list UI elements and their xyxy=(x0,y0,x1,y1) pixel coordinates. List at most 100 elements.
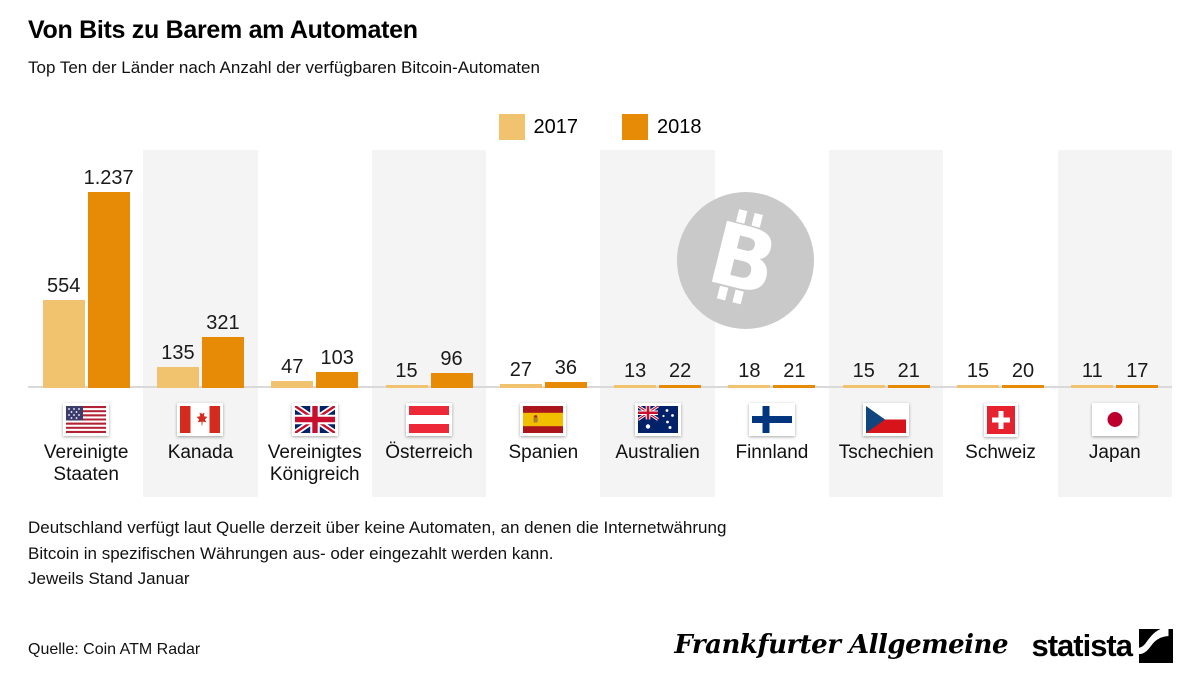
country-label-jp: Japan xyxy=(1088,442,1141,463)
footnote: Deutschland verfügt laut Quelle derzeit … xyxy=(28,515,726,592)
country-label-us: Vereinigte Staaten xyxy=(43,442,129,485)
chart-column-cz: 15 21 Tschechien xyxy=(829,150,944,497)
flag-jp-icon xyxy=(1091,403,1138,436)
bar-2017-au: 13 xyxy=(614,360,657,388)
bar-2017-cz: 15 xyxy=(842,360,885,388)
bar-2018-fi: 21 xyxy=(773,360,816,388)
frankfurter-allgemeine-logo: Frankfurter Allgemeine xyxy=(674,630,1008,660)
bar-2018-es: 36 xyxy=(544,357,587,388)
chart-column-ch: 15 20 Schweiz xyxy=(943,150,1057,497)
footnote-line-1: Deutschland verfügt laut Quelle derzeit … xyxy=(28,518,727,537)
country-label-ca: Kanada xyxy=(167,442,234,463)
value-label-2018-ch: 20 xyxy=(1011,360,1035,382)
chart-column-au: 13 22 Australien xyxy=(600,150,715,497)
value-label-2017-at: 15 xyxy=(395,360,418,382)
footnote-line-2: Bitcoin in spezifischen Währungen aus- o… xyxy=(28,543,554,563)
value-label-2018-cz: 21 xyxy=(897,360,920,382)
bar-2018-au: 22 xyxy=(659,360,702,388)
bar-group-es: 27 36 xyxy=(486,357,600,388)
flag-at-icon xyxy=(406,403,453,436)
bar-2017-at: 15 xyxy=(385,360,428,388)
chart-column-jp: 11 17 Japan xyxy=(1057,150,1172,497)
source-label: Quelle: Coin ATM Radar xyxy=(28,641,201,658)
flag-gb-icon xyxy=(291,403,338,436)
bar-group-ca: 135 321 xyxy=(143,312,257,388)
footnote-line-3: Jeweils Stand Januar xyxy=(28,569,190,588)
legend-item-2017: 2017 xyxy=(498,114,579,140)
value-label-2017-gb: 47 xyxy=(281,356,304,378)
bar-group-at: 15 96 xyxy=(372,348,486,388)
chart-column-ca: 135 321 Kanada xyxy=(143,150,258,497)
chart-legend: 2017 2018 xyxy=(0,114,1200,140)
bar-group-jp: 11 17 xyxy=(1058,360,1172,388)
bar-2018-jp: 17 xyxy=(1116,360,1159,388)
flag-us-icon xyxy=(63,403,110,436)
value-label-2018-fi: 21 xyxy=(783,360,806,382)
value-label-2017-us: 554 xyxy=(46,275,81,297)
statista-wordmark: statista xyxy=(1031,628,1133,663)
country-label-au: Australien xyxy=(615,442,700,463)
flag-es-icon xyxy=(520,403,567,436)
bar-2017-es: 27 xyxy=(499,359,542,388)
bar-2017-us: 554 xyxy=(42,275,85,388)
bar-2017-ca: 135 xyxy=(156,342,199,388)
bar-group-au: 13 22 xyxy=(600,360,714,388)
flag-au-icon xyxy=(634,403,681,436)
country-label-gb: Vereinigtes Königreich xyxy=(267,442,362,485)
value-label-2018-us: 1.237 xyxy=(83,167,134,189)
flag-fi-icon xyxy=(748,403,795,436)
flag-ch-icon xyxy=(983,403,1018,437)
value-label-2018-jp: 17 xyxy=(1126,360,1149,382)
page-title: Von Bits zu Barem am Automaten xyxy=(28,16,418,44)
country-label-es: Spanien xyxy=(508,442,579,463)
value-label-2017-fi: 18 xyxy=(738,360,761,382)
legend-label-2017: 2017 xyxy=(533,115,579,138)
bar-2017-ch: 15 xyxy=(957,360,1000,388)
chart-column-at: 15 96 Österreich xyxy=(371,150,487,497)
bar-2018-cz: 21 xyxy=(887,360,930,388)
value-label-2017-es: 27 xyxy=(509,359,532,381)
country-label-cz: Tschechien xyxy=(838,442,934,463)
bar-group-fi: 18 21 xyxy=(715,360,829,388)
chart-column-us: 554 1.237 Vereinigte Staaten xyxy=(29,150,143,497)
bar-group-ch: 15 20 xyxy=(943,360,1057,388)
value-label-2017-ch: 15 xyxy=(966,360,990,382)
legend-label-2018: 2018 xyxy=(657,115,702,138)
value-label-2018-au: 22 xyxy=(669,360,692,382)
statista-logo: statista xyxy=(1031,628,1173,664)
bar-2018-ca: 321 xyxy=(201,312,244,388)
bar-group-us: 554 1.237 xyxy=(29,167,143,388)
bar-chart: 554 1.237 Vereinigte Staaten 135 321 Kanada 47… xyxy=(29,150,1172,497)
chart-column-fi: 18 21 Finnland xyxy=(715,150,829,497)
bar-2017-gb: 47 xyxy=(271,356,314,388)
value-label-2018-at: 96 xyxy=(440,348,463,370)
bar-2017-fi: 18 xyxy=(728,360,771,388)
chart-column-gb: 47 103 Vereinigtes Königreich xyxy=(258,150,372,497)
country-label-at: Österreich xyxy=(385,442,473,463)
bar-group-gb: 47 103 xyxy=(258,347,372,388)
flag-cz-icon xyxy=(863,403,910,436)
bar-group-cz: 15 21 xyxy=(829,360,943,388)
legend-item-2018: 2018 xyxy=(622,114,702,140)
country-label-ch: Schweiz xyxy=(965,442,1036,463)
chart-baseline xyxy=(28,386,1172,388)
country-label-fi: Finnland xyxy=(735,442,809,463)
bar-2017-jp: 11 xyxy=(1071,360,1114,388)
bar-2018-ch: 20 xyxy=(1002,360,1045,388)
bar-2018-at: 96 xyxy=(430,348,473,388)
legend-swatch-2018 xyxy=(622,114,648,140)
value-label-2017-ca: 135 xyxy=(161,342,195,364)
value-label-2017-jp: 11 xyxy=(1081,360,1103,382)
bar-2018-gb: 103 xyxy=(316,347,359,388)
value-label-2018-gb: 103 xyxy=(320,347,354,369)
page-subtitle: Top Ten der Länder nach Anzahl der verfü… xyxy=(28,58,540,77)
chart-column-es: 27 36 Spanien xyxy=(486,150,600,497)
flag-ca-icon xyxy=(177,403,224,436)
value-label-2018-ca: 321 xyxy=(206,312,240,334)
value-label-2017-au: 13 xyxy=(624,360,647,382)
value-label-2017-cz: 15 xyxy=(852,360,875,382)
value-label-2018-es: 36 xyxy=(554,357,577,379)
legend-swatch-2017 xyxy=(498,114,525,140)
statista-swoosh-icon xyxy=(1139,629,1173,663)
bar-2018-us: 1.237 xyxy=(84,167,134,388)
